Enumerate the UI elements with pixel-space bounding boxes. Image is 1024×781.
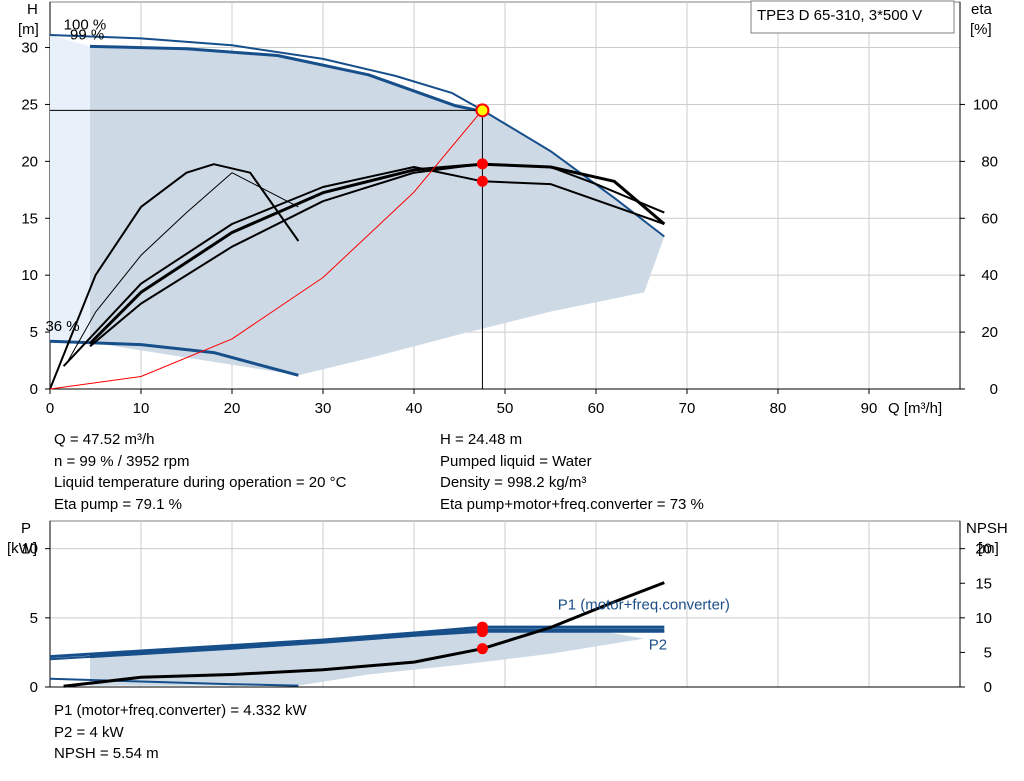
top-x-tick-label: 0: [46, 400, 54, 417]
top-y-tick-label: 25: [21, 96, 38, 113]
top-series-eta-7: [62, 166, 665, 367]
bottom-y-right-tick-label: 10: [975, 610, 992, 627]
top-x-label: Q [m³/h]: [888, 400, 942, 417]
top-y-right-tick-label: 20: [981, 324, 998, 341]
bottom-y-tick-label: 0: [30, 679, 38, 696]
info-pumped-liquid: Pumped liquid = Water: [440, 452, 592, 470]
top-y-right-tick-label: 40: [981, 267, 998, 284]
top-x-tick-label: 10: [133, 400, 150, 417]
speed-label-2: 36 %: [45, 318, 79, 335]
top-series-eta-5: [49, 163, 300, 390]
top-x-tick-label: 20: [224, 400, 241, 417]
power-npsh-chart: 0 5 10 0 5 10 15 20 P1 (motor+freq.converter) P2: [21, 520, 992, 696]
bottom-y-right-label-1: NPSH: [966, 520, 1008, 537]
bottom-y-tick-label: 10: [21, 541, 38, 558]
op-npsh-point: [476, 643, 488, 655]
top-y-right-label-1: eta: [971, 1, 993, 18]
bottom-y-right-tick-label: 0: [984, 679, 992, 696]
op-p2-point: [476, 626, 488, 638]
top-series-eta-6: [88, 162, 666, 345]
top-x-tick-label: 30: [315, 400, 332, 417]
top-operating-area-unused: [50, 35, 90, 343]
top-x-tick-label: 80: [770, 400, 787, 417]
op-eta-point-0: [476, 158, 488, 170]
top-y-left-label-2: [m]: [18, 21, 39, 38]
info-liquid-temp: Liquid temperature during operation = 20…: [54, 474, 347, 491]
speed-label-0: 100 %: [64, 16, 107, 33]
top-y-tick-label: 0: [30, 381, 38, 398]
top-x-tick-label: 90: [861, 400, 878, 417]
top-x-tick-label: 50: [497, 400, 514, 417]
info-bottom: P1 (motor+freq.converter) = 4.332 kW P2 …: [54, 700, 307, 765]
bottom-y-tick-label: 5: [30, 610, 38, 627]
top-series-eta-3: [67, 172, 299, 361]
bottom-y-left-label-1: P: [21, 520, 31, 537]
top-series-eta-4: [89, 162, 665, 348]
top-series-system-8: [49, 109, 483, 390]
top-x-tick-label: 60: [588, 400, 605, 417]
info-p1: P1 (motor+freq.converter) = 4.332 kW: [54, 702, 307, 719]
top-y-left-label-1: H: [27, 1, 38, 18]
top-y-tick-label: 5: [30, 324, 38, 341]
info-top-right: H = 24.48 m Pumped liquid = Water Densit…: [440, 429, 704, 515]
top-y-right-tick-label: 0: [990, 381, 998, 398]
top-series-head-1: [89, 44, 483, 113]
pump-label: TPE3 D 65-310, 3*500 V: [757, 7, 922, 24]
bottom-y-right-tick-label: 15: [975, 575, 992, 592]
bottom-y-right-label-2: [m]: [978, 540, 999, 557]
info-top-left: Q = 47.52 m³/h n = 99 % / 3952 rpm Liqui…: [54, 429, 346, 515]
top-y-right-tick-label: 60: [981, 210, 998, 227]
speed-label-1: 99 %: [70, 27, 104, 44]
power-series-label-1: P2: [649, 637, 667, 654]
info-density: Density = 998.2 kg/m³: [440, 474, 587, 491]
bottom-y-left-label-2: [kW]: [7, 540, 37, 557]
top-operating-area: [90, 46, 665, 376]
top-y-tick-label: 15: [21, 210, 38, 227]
pump-label-box: TPE3 D 65-310, 3*500 V: [750, 0, 955, 34]
top-x-tick-label: 40: [406, 400, 423, 417]
bottom-y-right-tick-label: 20: [975, 541, 992, 558]
top-y-right-tick-label: 80: [981, 153, 998, 170]
info-speed: n = 99 % / 3952 rpm: [54, 452, 190, 470]
info-eta-pump: Eta pump = 79.1 %: [54, 495, 182, 513]
top-y-right-label-2: [%]: [970, 21, 992, 38]
info-head: H = 24.48 m: [440, 431, 523, 448]
info-p2: P2 = 4 kW: [54, 723, 124, 741]
info-npsh: NPSH = 5.54 m: [54, 745, 159, 762]
info-flow: Q = 47.52 m³/h: [54, 431, 155, 448]
top-y-tick-label: 20: [21, 153, 38, 170]
bottom-series-NPSH-4: [63, 581, 665, 688]
top-x-tick-label: 70: [679, 400, 696, 417]
head-efficiency-chart: 0 10 20 30 40 50 60 70 80 90 0 5 10 15 20 25 30 0 20 40 60 80…: [21, 1, 998, 417]
info-eta-total: Eta pump+motor+freq.converter = 73 %: [440, 495, 704, 513]
bottom-series-P-3: [49, 677, 299, 687]
top-y-right-tick-label: 100: [973, 96, 998, 113]
bottom-operating-area: [90, 630, 645, 686]
top-y-tick-label: 10: [21, 267, 38, 284]
op-head-point: [475, 103, 490, 118]
power-series-label-0: P1 (motor+freq.converter): [558, 597, 730, 614]
bottom-y-right-tick-label: 5: [984, 644, 992, 661]
top-y-tick-label: 30: [21, 40, 38, 57]
op-eta-point-1: [476, 175, 488, 187]
